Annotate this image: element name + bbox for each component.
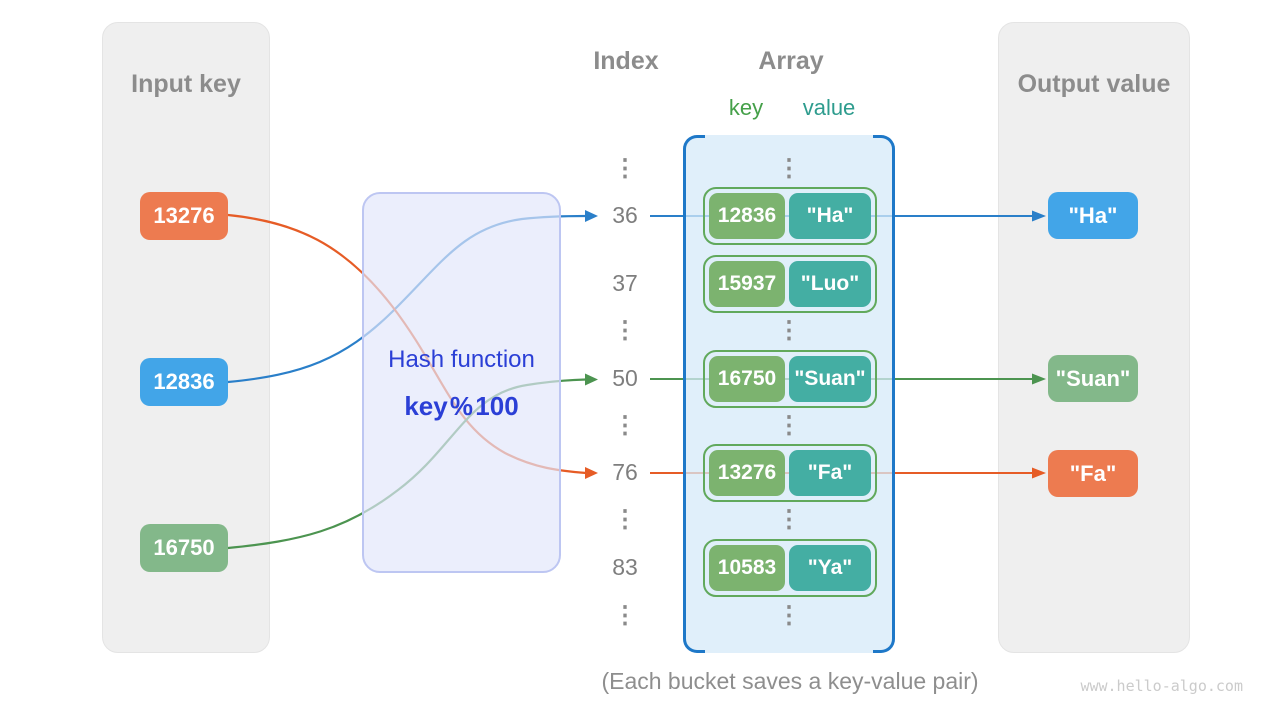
ellipsis-icon: ⋮ xyxy=(613,412,637,439)
bucket-pair-15937-luo: 15937 "Luo" xyxy=(703,255,877,313)
array-column-header: Array xyxy=(758,47,824,75)
ellipsis-icon: ⋮ xyxy=(777,506,801,533)
ellipsis-icon: ⋮ xyxy=(777,412,801,439)
key-column-label: key xyxy=(728,95,764,120)
ellipsis-icon: ⋮ xyxy=(613,155,637,182)
index-83: 83 xyxy=(612,554,638,580)
ellipsis-icon: ⋮ xyxy=(613,602,637,629)
index-36: 36 xyxy=(612,202,638,228)
pair-value: "Ya" xyxy=(789,545,871,591)
ellipsis-icon: ⋮ xyxy=(777,317,801,344)
pair-key: 10583 xyxy=(709,545,785,591)
ellipsis-icon: ⋮ xyxy=(613,506,637,533)
output-value-suan: "Suan" xyxy=(1048,355,1138,402)
index-column-header: Index xyxy=(593,47,659,75)
output-value-fa: "Fa" xyxy=(1048,450,1138,497)
pair-value: "Fa" xyxy=(789,450,871,496)
index-76: 76 xyxy=(612,459,638,485)
output-value-ha: "Ha" xyxy=(1048,192,1138,239)
pair-key: 15937 xyxy=(709,261,785,307)
hash-function-label: Hash function xyxy=(388,346,535,373)
bucket-pair-13276-fa: 13276 "Fa" xyxy=(703,444,877,502)
bucket-pair-12836-ha: 12836 "Ha" xyxy=(703,187,877,245)
website-watermark: www.hello-algo.com xyxy=(1080,677,1243,695)
input-panel-title: Input key xyxy=(131,70,241,98)
pair-value: "Suan" xyxy=(789,356,871,402)
bucket-pair-16750-suan: 16750 "Suan" xyxy=(703,350,877,408)
input-key-12836: 12836 xyxy=(140,358,228,406)
pair-key: 16750 xyxy=(709,356,785,402)
hash-formula: key % 100 xyxy=(404,391,519,421)
ellipsis-icon: ⋮ xyxy=(777,155,801,182)
array-right-bracket xyxy=(873,135,895,653)
pair-value: "Luo" xyxy=(789,261,871,307)
ellipsis-icon: ⋮ xyxy=(777,602,801,629)
index-37: 37 xyxy=(612,270,638,296)
bucket-pair-10583-ya: 10583 "Ya" xyxy=(703,539,877,597)
hash-function-box: Hash function key % 100 xyxy=(362,192,561,573)
diagram-caption: (Each bucket saves a key-value pair) xyxy=(601,668,979,694)
output-value-panel: Output value xyxy=(998,22,1190,653)
pair-key: 13276 xyxy=(709,450,785,496)
array-left-bracket xyxy=(683,135,705,653)
input-key-16750: 16750 xyxy=(140,524,228,572)
pair-key: 12836 xyxy=(709,193,785,239)
pair-value: "Ha" xyxy=(789,193,871,239)
input-key-13276: 13276 xyxy=(140,192,228,240)
output-panel-title: Output value xyxy=(1017,70,1171,98)
value-column-label: value xyxy=(802,95,856,120)
ellipsis-icon: ⋮ xyxy=(613,317,637,344)
index-50: 50 xyxy=(612,365,638,391)
